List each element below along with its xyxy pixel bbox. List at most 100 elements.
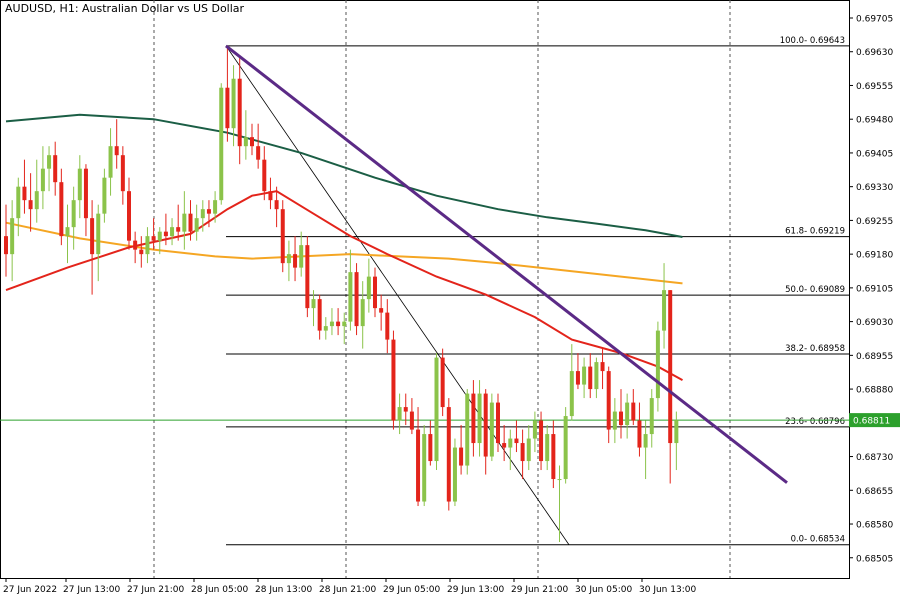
candle-body xyxy=(59,182,64,237)
candles-group xyxy=(4,45,679,543)
fib-level-label: 0.0- 0.68534 xyxy=(791,535,845,545)
candle-body xyxy=(163,231,168,237)
candle-body xyxy=(465,393,470,466)
candle-body xyxy=(188,213,193,232)
candle-body xyxy=(600,362,605,372)
candle-body xyxy=(65,227,70,237)
candle-body xyxy=(637,420,642,448)
candle-body xyxy=(563,416,568,480)
candle-body xyxy=(157,231,162,241)
candle-body xyxy=(385,312,390,340)
candle-body xyxy=(649,398,654,435)
candle-body xyxy=(477,393,482,444)
candle-body xyxy=(446,407,451,502)
candle-body xyxy=(489,402,494,457)
candle-body xyxy=(440,357,445,408)
fib-level-label: 50.0- 0.69089 xyxy=(785,285,845,295)
ma-slow-line xyxy=(5,113,683,238)
candle-body xyxy=(428,434,433,462)
candle-body xyxy=(237,78,242,147)
candle-body xyxy=(342,321,347,327)
candle-body xyxy=(496,402,500,444)
candle-body xyxy=(575,371,580,385)
candle-body xyxy=(231,78,236,129)
candle-body xyxy=(606,371,611,430)
price-tick-label: 0.69105 xyxy=(856,284,893,294)
candle-body xyxy=(71,200,76,228)
price-tick-label: 0.69255 xyxy=(856,217,893,227)
candle-body xyxy=(631,402,636,421)
time-tick-label: 29 Jun 05:00 xyxy=(383,585,440,595)
time-tick-label: 29 Jun 13:00 xyxy=(447,585,504,595)
candle-body xyxy=(22,186,27,201)
candle-body xyxy=(539,420,544,462)
candle-body xyxy=(336,321,341,327)
candle-body xyxy=(532,420,537,439)
candle-body xyxy=(508,438,513,448)
candle-body xyxy=(323,326,328,331)
current-price-tag xyxy=(849,413,900,428)
price-tick-label: 0.69555 xyxy=(856,82,893,92)
time-tick-label: 30 Jun 05:00 xyxy=(575,585,632,595)
price-tick-label: 0.68655 xyxy=(856,487,893,497)
candle-body xyxy=(299,245,304,268)
candle-body xyxy=(53,155,58,183)
candle-body xyxy=(90,218,95,255)
candle-body xyxy=(360,299,365,327)
candle-body xyxy=(612,411,617,430)
candle-body xyxy=(643,434,648,448)
fib-level-label: 100.0- 0.69643 xyxy=(780,36,845,46)
candle-body xyxy=(225,87,230,129)
time-tick-label: 27 Jun 21:00 xyxy=(127,585,184,595)
candle-body xyxy=(520,443,525,462)
candle-body xyxy=(305,245,310,309)
candle-body xyxy=(206,209,211,214)
candle-body xyxy=(286,254,291,264)
candle-body xyxy=(329,321,334,327)
candle-body xyxy=(213,200,218,214)
candle-body xyxy=(219,87,224,201)
candle-body xyxy=(274,200,279,210)
candle-body xyxy=(34,191,39,210)
candle-body xyxy=(170,227,175,237)
price-tick-label: 0.69705 xyxy=(856,14,893,24)
fib-anchor-line xyxy=(225,45,570,545)
candle-body xyxy=(262,159,267,192)
candle-body xyxy=(250,137,254,147)
time-tick-label: 28 Jun 13:00 xyxy=(255,585,312,595)
candle-body xyxy=(668,290,673,444)
candle-body xyxy=(526,438,531,462)
candle-body xyxy=(551,434,556,480)
price-tick-label: 0.68955 xyxy=(856,352,893,362)
candle-body xyxy=(354,272,359,327)
price-tick-label: 0.69405 xyxy=(856,149,893,159)
plot-frame xyxy=(0,0,850,579)
price-tick-label: 0.68730 xyxy=(856,453,893,463)
candle-body xyxy=(151,236,156,241)
candle-body xyxy=(373,276,377,309)
candle-body xyxy=(514,438,519,444)
candle-body xyxy=(422,434,427,502)
candle-body xyxy=(655,330,660,399)
candle-body xyxy=(145,236,150,255)
price-tick-label: 0.69330 xyxy=(856,183,893,193)
candle-body xyxy=(409,411,414,430)
candle-body xyxy=(625,402,630,426)
candle-body xyxy=(293,254,298,268)
candle-body xyxy=(416,429,421,502)
candle-body xyxy=(452,447,457,502)
candle-body xyxy=(256,146,261,160)
candle-body xyxy=(139,249,144,255)
time-tick-label: 28 Jun 05:00 xyxy=(191,585,248,595)
candle-body xyxy=(280,209,285,264)
price-tick-label: 0.68505 xyxy=(856,554,893,564)
candle-body xyxy=(16,186,21,219)
time-tick-label: 28 Jun 21:00 xyxy=(319,585,376,595)
candle-body xyxy=(471,393,476,444)
candle-body xyxy=(582,366,587,385)
trendline xyxy=(225,44,788,484)
time-tick-label: 27 Jun 13:00 xyxy=(63,585,120,595)
candle-body xyxy=(502,443,507,448)
